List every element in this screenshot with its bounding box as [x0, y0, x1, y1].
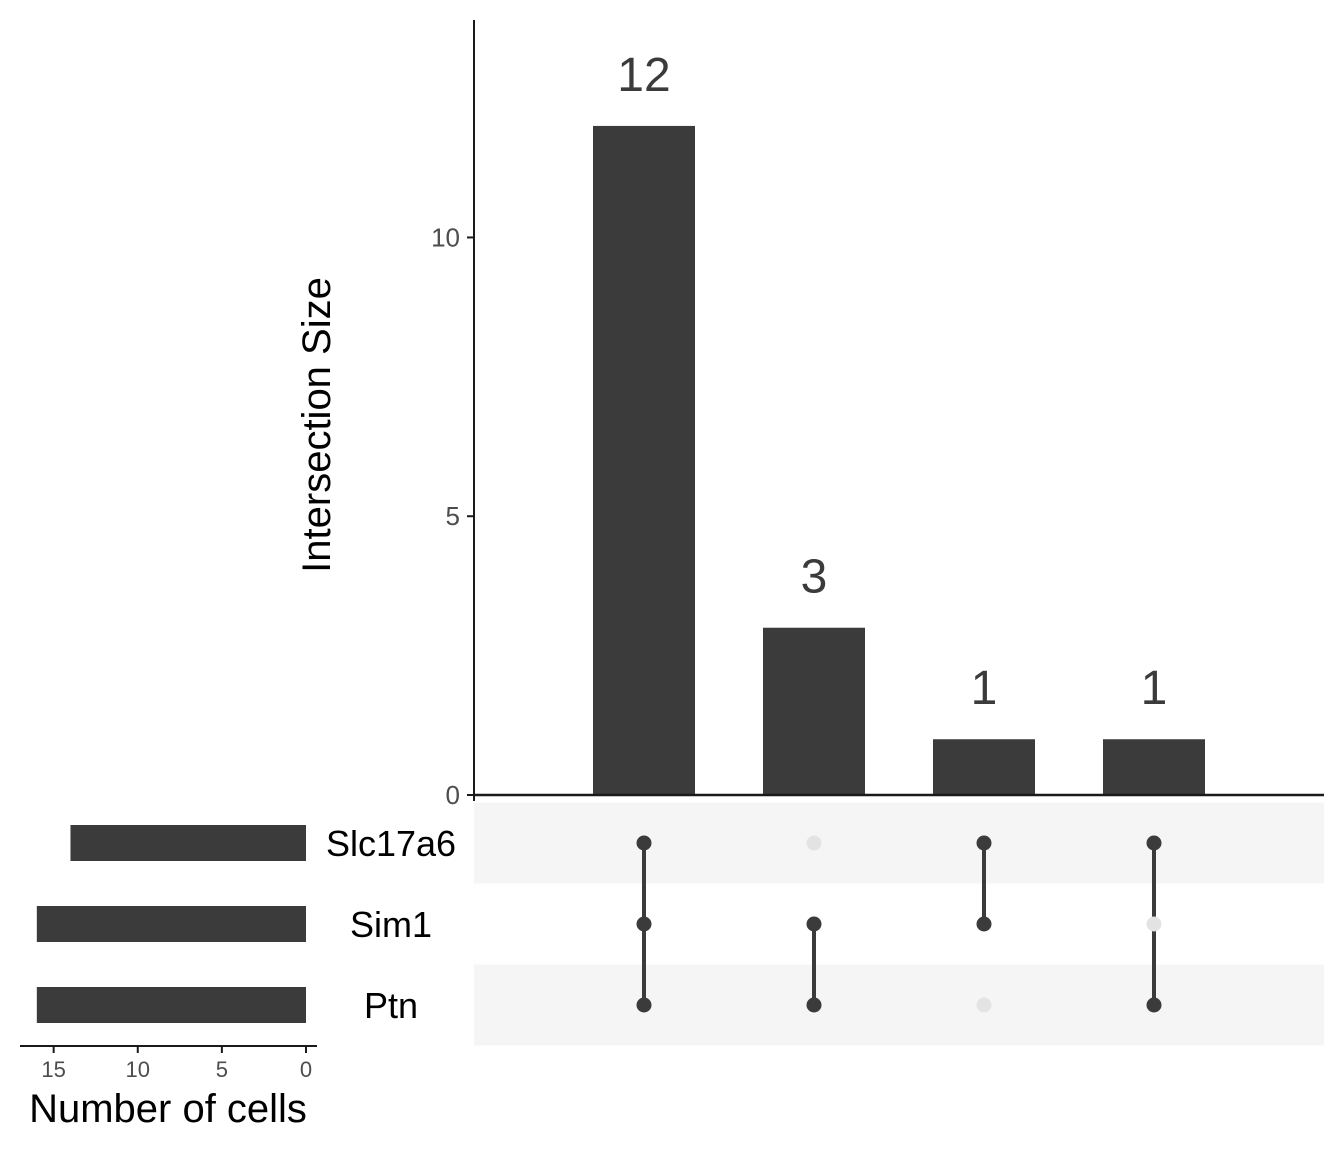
set-tick-label: 5 [216, 1057, 228, 1082]
membership-dot-filled [636, 916, 652, 932]
membership-dot-filled [976, 835, 992, 851]
intersection-bar [933, 739, 1035, 795]
set-name-label: Sim1 [350, 904, 432, 945]
bar-value-label: 12 [617, 49, 670, 102]
matrix-background [474, 802, 1324, 1046]
set-name-label: Ptn [364, 985, 418, 1026]
set-size-bar [36, 987, 307, 1023]
membership-dot-empty [976, 997, 992, 1013]
intersection-bars [593, 125, 1205, 796]
membership-dot-filled [976, 916, 992, 932]
y-tick-label: 10 [431, 222, 460, 252]
y-axis-title: Intersection Size [295, 277, 339, 573]
y-tick-label: 0 [446, 780, 460, 810]
bar-value-label: 1 [971, 662, 998, 715]
set-name-label: Slc17a6 [326, 823, 456, 864]
set-size-bar [70, 825, 307, 861]
matrix-row-stripe [474, 964, 1324, 1046]
bar-value-label: 3 [801, 551, 828, 604]
set-size-axis: 15 10 5 0 [20, 1045, 317, 1082]
membership-dot-filled [806, 997, 822, 1013]
membership-dot-filled [636, 835, 652, 851]
membership-dot-filled [636, 997, 652, 1013]
matrix-row-stripe [474, 802, 1324, 884]
membership-dot-empty [1146, 916, 1162, 932]
intersection-bar [763, 627, 865, 795]
intersection-bar [1103, 739, 1205, 795]
set-size-bar [36, 906, 307, 942]
set-tick-label: 15 [41, 1057, 65, 1082]
y-ticks: 0 5 10 [431, 222, 474, 810]
set-labels: Slc17a6 Sim1 Ptn [326, 823, 456, 1026]
matrix-row-stripe [474, 883, 1324, 965]
bar-value-label: 1 [1141, 662, 1168, 715]
set-ticks: 15 10 5 0 [41, 1046, 312, 1082]
set-tick-label: 0 [300, 1057, 312, 1082]
intersection-y-axis: 0 5 10 [431, 20, 1324, 810]
set-size-bars [36, 825, 307, 1023]
membership-dot-empty [806, 835, 822, 851]
membership-dot-filled [1146, 835, 1162, 851]
membership-dot-filled [806, 916, 822, 932]
intersection-bar [593, 125, 695, 796]
y-tick-label: 5 [446, 501, 460, 531]
membership-matrix [636, 835, 1162, 1013]
set-tick-label: 10 [126, 1057, 150, 1082]
set-axis-title: Number of cells [29, 1087, 307, 1131]
membership-dot-filled [1146, 997, 1162, 1013]
intersection-value-labels: 12 3 1 1 [617, 49, 1167, 715]
